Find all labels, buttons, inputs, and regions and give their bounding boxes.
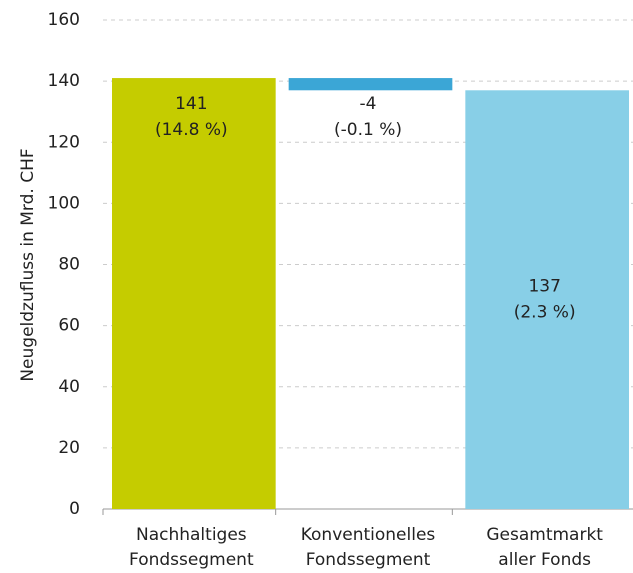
bar xyxy=(288,78,453,91)
y-tick-label: 120 xyxy=(48,132,80,152)
y-tick-label: 160 xyxy=(48,10,80,30)
x-tick-label: Konventionelles xyxy=(301,525,436,545)
y-axis-label: Neugeldzufluss in Mrd. CHF xyxy=(18,148,38,381)
y-tick-label: 0 xyxy=(69,499,80,519)
y-tick-label: 80 xyxy=(58,255,80,275)
x-tick-label: aller Fonds xyxy=(498,550,591,570)
bar xyxy=(112,78,276,509)
data-label: 137 xyxy=(528,277,560,297)
y-tick-label: 140 xyxy=(48,71,80,91)
share-label: (2.3 %) xyxy=(514,303,576,323)
bar xyxy=(465,90,629,509)
data-label: -4 xyxy=(360,94,377,114)
share-label: (14.8 %) xyxy=(155,120,228,140)
x-tick-label: Gesamtmarkt xyxy=(486,525,603,545)
y-tick-label: 100 xyxy=(48,193,80,213)
x-tick-label: Fondssegment xyxy=(306,550,431,570)
share-label: (-0.1 %) xyxy=(334,120,402,140)
y-tick-label: 40 xyxy=(58,377,80,397)
y-tick-label: 60 xyxy=(58,316,80,336)
x-tick-label: Fondssegment xyxy=(129,550,254,570)
y-tick-label: 20 xyxy=(58,438,80,458)
data-label: 141 xyxy=(175,94,207,114)
x-tick-label: Nachhaltiges xyxy=(136,525,247,545)
